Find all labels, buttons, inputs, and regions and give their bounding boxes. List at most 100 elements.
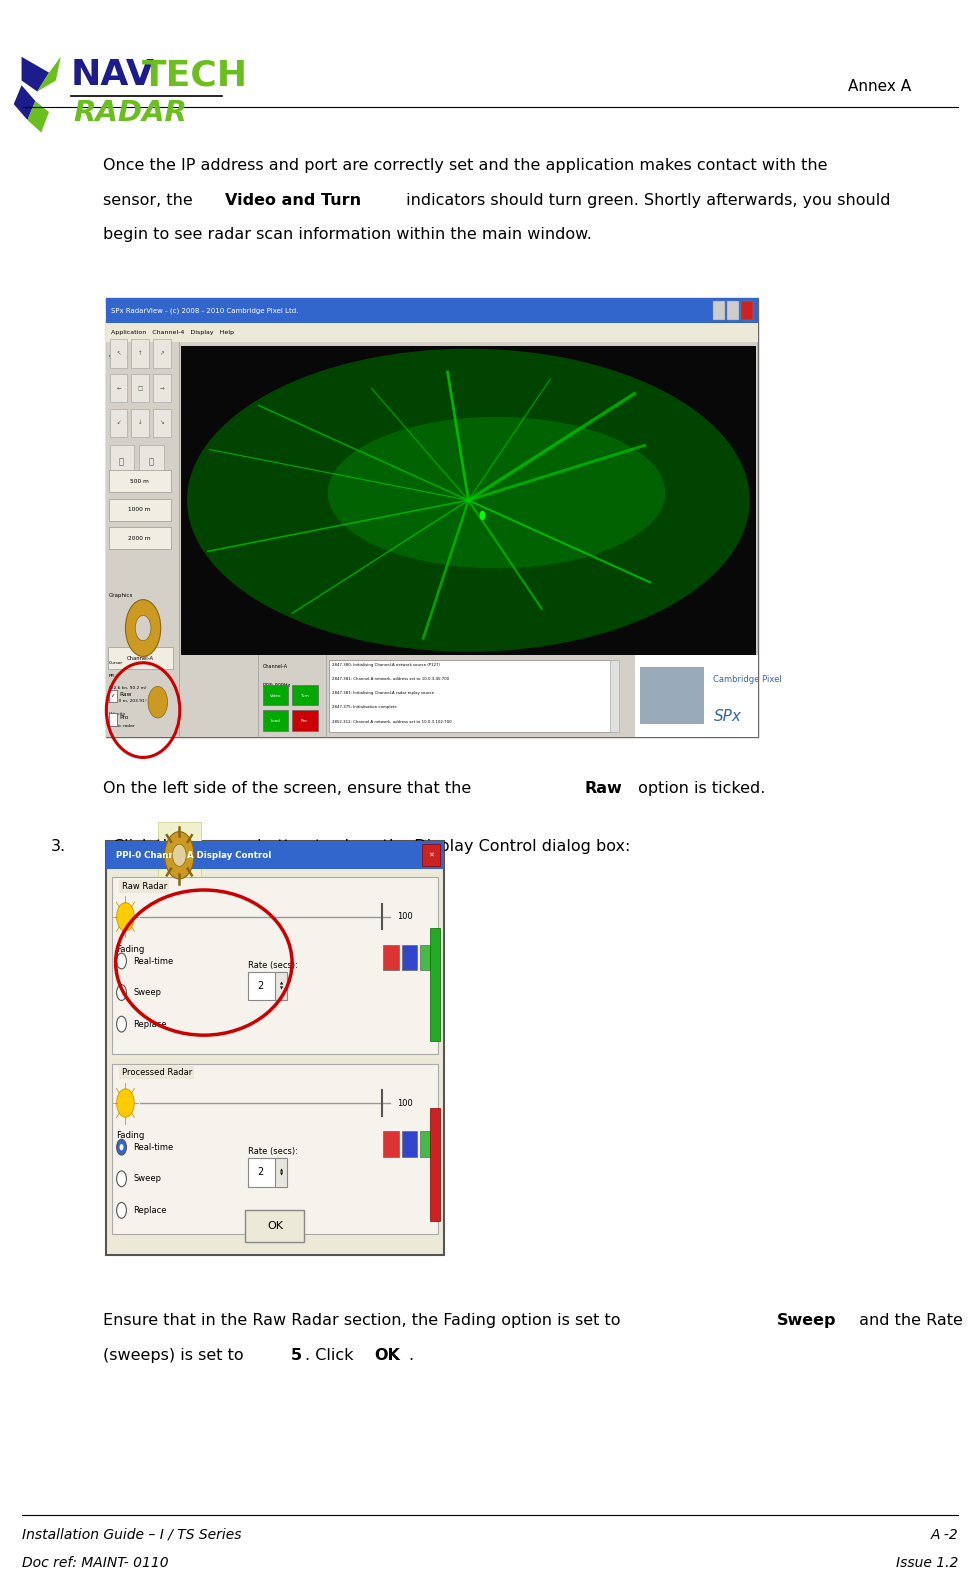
Text: Real-time: Real-time [133, 956, 173, 966]
FancyBboxPatch shape [245, 1210, 304, 1242]
FancyBboxPatch shape [181, 346, 756, 655]
Text: option is ticked.: option is ticked. [633, 781, 765, 797]
FancyBboxPatch shape [131, 374, 149, 402]
Text: 2: 2 [258, 982, 264, 991]
Text: 1000 m: 1000 m [128, 507, 150, 513]
Text: Click the: Click the [113, 839, 182, 855]
FancyBboxPatch shape [420, 945, 436, 970]
Text: 100.0 m, 203.91°: 100.0 m, 203.91° [109, 699, 147, 704]
FancyBboxPatch shape [109, 470, 171, 492]
Text: button to show the Display Control dialog box:: button to show the Display Control dialo… [257, 839, 630, 855]
FancyBboxPatch shape [383, 1131, 399, 1157]
Text: Rate (secs):: Rate (secs): [248, 961, 298, 970]
Text: OK: OK [374, 1348, 401, 1363]
FancyBboxPatch shape [106, 342, 179, 737]
Text: Issue 1.2: Issue 1.2 [896, 1556, 958, 1570]
Text: PRF: 909Hz: PRF: 909Hz [263, 683, 290, 688]
Text: ↘: ↘ [160, 420, 164, 426]
FancyBboxPatch shape [383, 945, 399, 970]
Circle shape [165, 832, 194, 879]
FancyBboxPatch shape [248, 1158, 285, 1187]
Text: ▲
▼: ▲ ▼ [279, 1168, 283, 1177]
Text: (sweeps) is set to: (sweeps) is set to [103, 1348, 249, 1363]
Text: Graphics: Graphics [109, 593, 133, 598]
Text: Video: Video [270, 694, 281, 697]
FancyBboxPatch shape [292, 685, 318, 705]
Circle shape [479, 511, 485, 521]
Text: 100: 100 [397, 1098, 413, 1108]
FancyBboxPatch shape [402, 945, 417, 970]
FancyBboxPatch shape [131, 339, 149, 368]
FancyBboxPatch shape [741, 301, 753, 320]
FancyBboxPatch shape [610, 660, 619, 732]
FancyBboxPatch shape [153, 339, 171, 368]
FancyBboxPatch shape [106, 298, 758, 737]
FancyBboxPatch shape [153, 409, 171, 437]
Polygon shape [14, 85, 35, 120]
FancyBboxPatch shape [430, 1108, 440, 1221]
Text: ▲
▼: ▲ ▼ [279, 982, 283, 991]
Text: Cambridge Pixel: Cambridge Pixel [713, 675, 782, 683]
Text: Turn: Turn [301, 694, 309, 697]
Text: ✓: ✓ [111, 693, 115, 699]
FancyBboxPatch shape [109, 690, 117, 702]
Text: View: View [109, 355, 122, 360]
FancyBboxPatch shape [248, 972, 285, 1000]
Text: RADAR: RADAR [74, 99, 187, 128]
Text: Annex A: Annex A [849, 79, 911, 95]
Text: Rate (secs):: Rate (secs): [248, 1147, 298, 1157]
Text: Replace: Replace [133, 1019, 167, 1029]
Text: Replace: Replace [133, 1206, 167, 1215]
Text: and the Rate: and the Rate [854, 1313, 963, 1329]
Circle shape [117, 953, 126, 969]
Text: Sweep: Sweep [133, 1174, 162, 1184]
Circle shape [117, 1139, 126, 1155]
Text: SPx: SPx [713, 709, 741, 724]
FancyBboxPatch shape [106, 655, 758, 737]
FancyBboxPatch shape [727, 301, 739, 320]
Text: Fading: Fading [116, 1131, 144, 1141]
Text: sensor, the: sensor, the [103, 193, 198, 208]
FancyBboxPatch shape [635, 655, 758, 737]
Text: 2: 2 [258, 1168, 264, 1177]
Text: ↗: ↗ [160, 350, 164, 357]
Text: Fading: Fading [116, 945, 144, 955]
Ellipse shape [327, 417, 665, 568]
Text: Doc ref: MAINT- 0110: Doc ref: MAINT- 0110 [22, 1556, 169, 1570]
Text: 3.: 3. [51, 839, 66, 855]
FancyBboxPatch shape [112, 877, 438, 1054]
Circle shape [135, 615, 151, 641]
Text: 2852.312: Channel-A network, address set to 10.0.3.102:700: 2852.312: Channel-A network, address set… [332, 720, 452, 724]
Text: Raw: Raw [120, 691, 132, 697]
Text: 500 m: 500 m [129, 478, 149, 484]
Circle shape [125, 600, 161, 656]
Text: Rec: Rec [301, 720, 309, 723]
Text: 5: 5 [291, 1348, 302, 1363]
Text: Sweep: Sweep [133, 988, 162, 997]
Polygon shape [22, 57, 49, 92]
Text: 2847.381: Channel-A network, address set to 10.0.3.45:700: 2847.381: Channel-A network, address set… [332, 677, 450, 682]
FancyBboxPatch shape [112, 1064, 438, 1234]
Text: Channel-A: Channel-A [263, 664, 288, 669]
Circle shape [117, 985, 126, 1000]
FancyBboxPatch shape [713, 301, 725, 320]
FancyBboxPatch shape [139, 445, 164, 480]
Text: PPI-0 Channel-A Display Control: PPI-0 Channel-A Display Control [116, 851, 270, 860]
Text: NAV: NAV [71, 58, 155, 93]
Text: 100: 100 [397, 912, 413, 922]
FancyBboxPatch shape [275, 972, 287, 1000]
Text: ⌕: ⌕ [119, 458, 124, 467]
FancyBboxPatch shape [110, 445, 134, 480]
Text: 2847.380: Initialising Channel-A network source (P127): 2847.380: Initialising Channel-A network… [332, 663, 440, 667]
Polygon shape [37, 57, 61, 92]
Text: Sweep: Sweep [777, 1313, 837, 1329]
FancyBboxPatch shape [292, 710, 318, 731]
Circle shape [117, 1089, 134, 1117]
FancyBboxPatch shape [110, 339, 127, 368]
Text: 2000 m: 2000 m [127, 535, 151, 541]
Text: Channel-A: Channel-A [126, 655, 154, 661]
Text: begin to see radar scan information within the main window.: begin to see radar scan information with… [103, 227, 592, 243]
Text: ↑: ↑ [138, 350, 142, 357]
Circle shape [120, 1144, 123, 1150]
Polygon shape [27, 101, 49, 133]
